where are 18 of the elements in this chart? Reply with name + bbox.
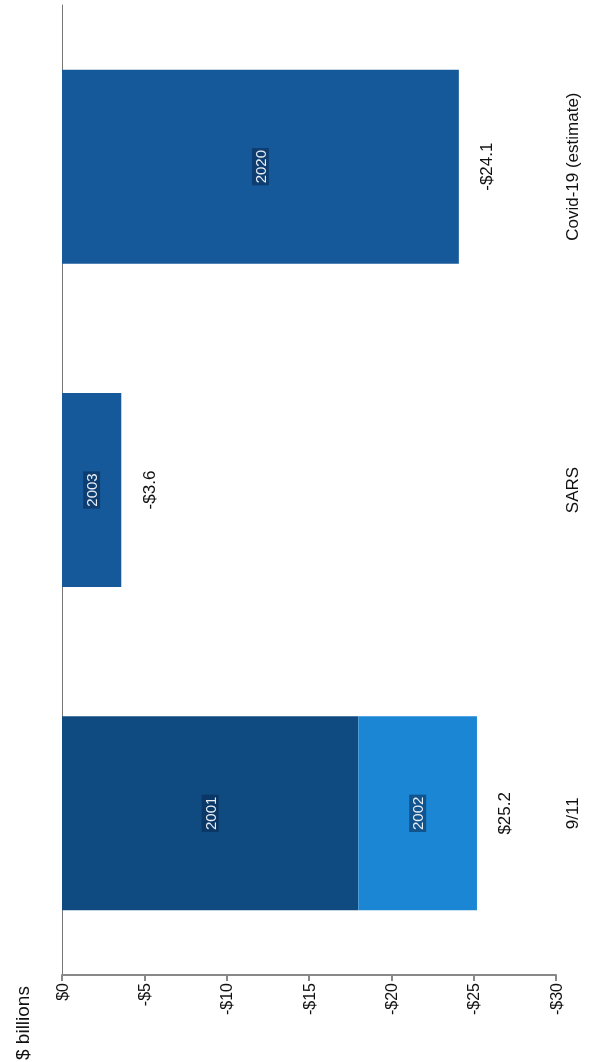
series-label: 2020: [251, 149, 269, 184]
annotation: -$24.1: [477, 142, 497, 191]
series-label: 2001: [201, 796, 219, 831]
x-tick-label: $0: [53, 982, 71, 1001]
series-label: 2003: [83, 473, 101, 507]
x-tick-label: -$25: [465, 982, 483, 1016]
y-tick-label: Covid-19 (estimate): [563, 92, 582, 241]
y-tick-label: SARS: [563, 466, 582, 514]
y-tick-label: 9/11: [563, 797, 582, 830]
x-tick-label: -$5: [135, 982, 153, 1007]
annotation: $25.2: [495, 792, 515, 835]
annotation: -$3.6: [139, 470, 159, 510]
x-tick-label: -$10: [218, 982, 236, 1016]
x-tick-label: -$30: [547, 982, 565, 1016]
text: $ billions: [11, 986, 33, 1060]
x-tick-label: -$20: [382, 982, 400, 1016]
x-tick-label: -$15: [300, 982, 318, 1016]
series-label: 2002: [409, 796, 427, 831]
